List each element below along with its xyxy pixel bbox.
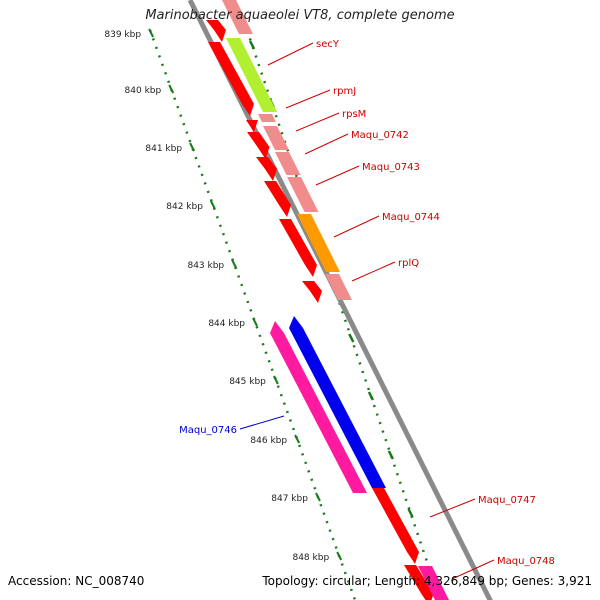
gene-block-secy: [226, 38, 277, 112]
ruler-left-tick: [148, 28, 154, 38]
gene-leader-line: [267, 42, 314, 66]
ruler-left-tick: [272, 375, 279, 385]
genome-summary: Topology: circular; Length: 4,326,849 bp…: [262, 574, 592, 588]
ruler-left: 839 kbp 840 kbp 841 kbp 842 kbp 843 kbp 844 k…: [104, 28, 357, 600]
ruler-left-label: 844 kbp: [208, 319, 245, 329]
gene-label: Maqu_0748: [497, 556, 555, 567]
gene-leader-line: [451, 559, 495, 580]
gene-leader-line: [285, 89, 331, 109]
gene-block-rplq: [325, 274, 352, 300]
gene-label: Maqu_0743: [362, 162, 420, 173]
gene-label: rplQ: [398, 258, 419, 269]
gene-block-0748: [418, 566, 449, 600]
ruler-left-tick: [315, 492, 321, 502]
gene-label: Maqu_0746: [179, 425, 237, 436]
ruler-left-label: 847 kbp: [271, 494, 308, 504]
gene-label: secY: [316, 39, 340, 50]
ruler-left-label: 843 kbp: [187, 261, 224, 271]
gene-block-0747-strand: [372, 488, 419, 564]
ruler-left-label: 840 kbp: [125, 86, 162, 96]
gene-block-rplq-strand: [302, 281, 322, 303]
ruler-left-label: 845 kbp: [229, 377, 266, 387]
gene-block-0743: [287, 177, 319, 212]
ruler-right-tick: [367, 391, 375, 401]
ruler-right-tick: [387, 450, 395, 460]
gene-leader-line: [333, 215, 380, 238]
label-layer: secY rpmJ rpsM Maqu_0742 Maqu_0743 Maqu_0744r…: [179, 39, 555, 580]
ruler-right-tick: [248, 40, 256, 50]
gene-block-0743-strand: [264, 181, 291, 217]
gene-block-0744: [297, 214, 340, 272]
gene-leader-line: [429, 498, 476, 518]
accession-text: Accession: NC_008740: [8, 574, 145, 588]
gene-block-rpsm: [263, 126, 289, 150]
ruler-left-tick: [231, 259, 238, 269]
gene-leader-line: [351, 261, 396, 282]
ruler-right-tick: [407, 508, 414, 518]
ruler-left-label: 842 kbp: [166, 202, 203, 212]
ruler-right-tick: [348, 333, 355, 343]
gene-leader-line: [304, 133, 349, 155]
gene-leader-line: [315, 165, 360, 186]
gene-block-0742-strand: [256, 157, 277, 181]
gene-label: Maqu_0747: [478, 495, 536, 506]
gene-block-partial-top-outer: [222, 0, 253, 34]
gene-block-partial-top: [206, 20, 226, 42]
ruler-left-tick: [294, 434, 300, 444]
gene-block-rpmj-strand: [243, 120, 258, 132]
ruler-left-tick: [168, 84, 175, 94]
gene-block-rpsm-strand: [247, 132, 270, 159]
gene-block-0742: [275, 152, 301, 175]
gene-label: rpmJ: [333, 86, 356, 97]
gene-label: Maqu_0742: [351, 130, 409, 141]
gene-block-0746-reverse: [270, 321, 367, 493]
ruler-left-tick: [210, 200, 216, 210]
gene-block-0744-strand: [279, 219, 317, 277]
ruler-left-label: 841 kbp: [145, 144, 182, 154]
map-title: Marinobacter aquaeolei VT8, complete gen…: [145, 8, 455, 23]
ruler-left-label: 848 kbp: [292, 553, 329, 563]
ruler-left-tick: [336, 551, 343, 561]
gene-label: Maqu_0744: [382, 212, 440, 223]
gene-leader-line: [239, 415, 285, 430]
gene-leader-line: [295, 112, 340, 132]
gene-label: rpsM: [342, 109, 366, 120]
feature-layer: [206, 0, 449, 600]
gene-block-rpmj: [258, 114, 276, 122]
ruler-left-line: [148, 29, 357, 600]
ruler-left-label: 846 kbp: [250, 436, 287, 446]
ruler-left-tick: [252, 317, 258, 327]
gene-block-0746: [289, 316, 386, 488]
ruler-left-label: 839 kbp: [104, 30, 141, 40]
gene-block-secy-strand: [208, 42, 254, 116]
ruler-left-tick: [189, 142, 195, 152]
gene-block-0748-strand: [404, 565, 434, 600]
ruler-right-line: [245, 29, 442, 600]
